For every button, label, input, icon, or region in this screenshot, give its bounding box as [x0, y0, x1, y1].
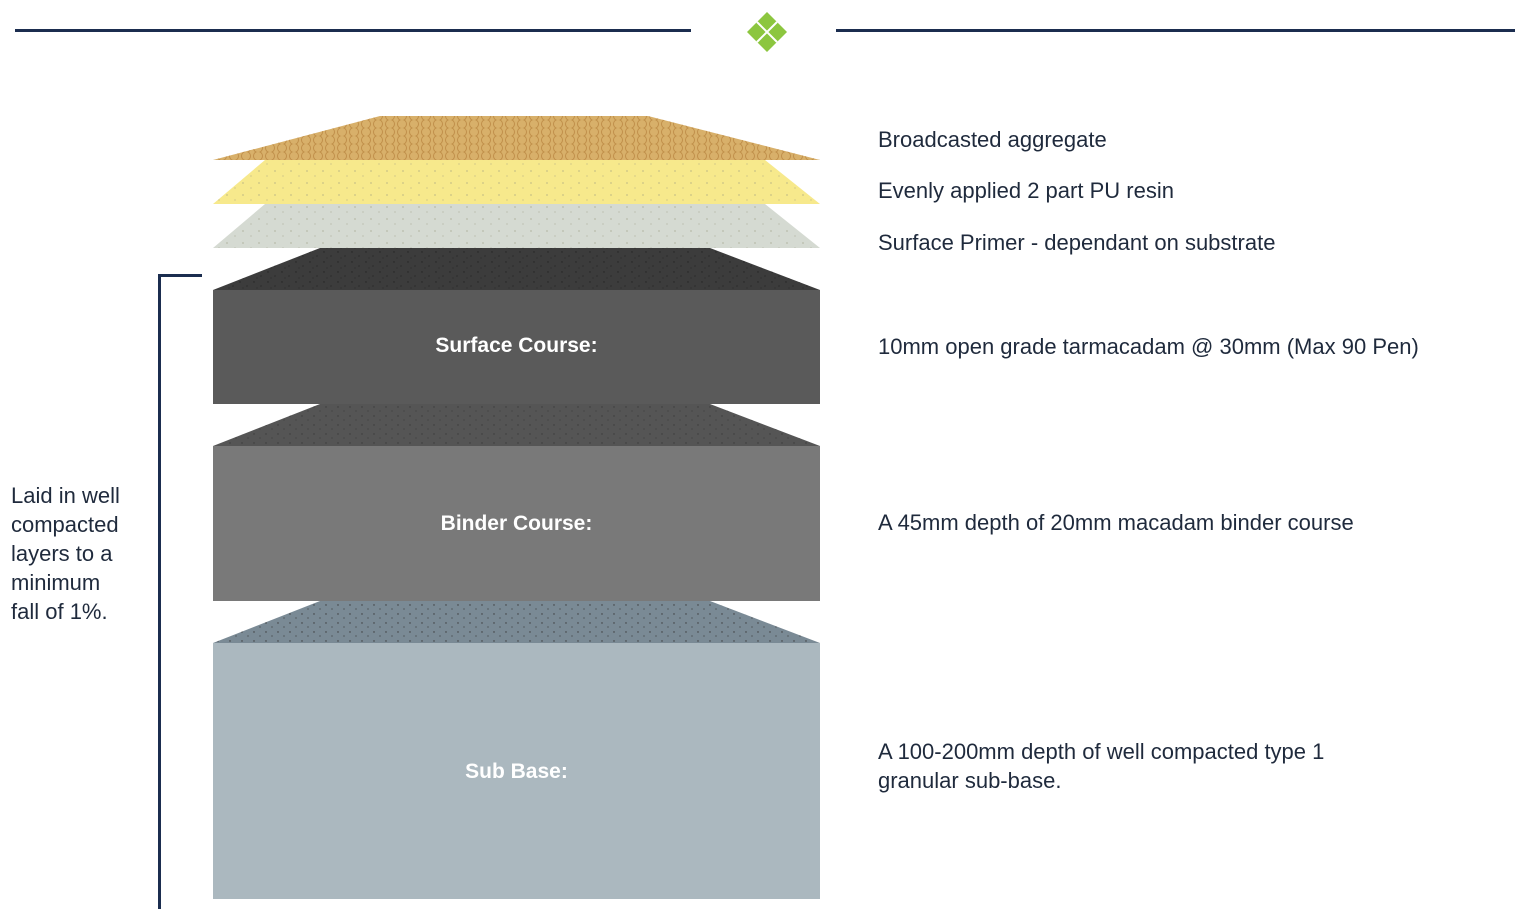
resin-description: Evenly applied 2 part PU resin — [878, 178, 1174, 203]
side-note-line: fall of 1%. — [11, 599, 108, 624]
surface-course-description: 10mm open grade tarmacadam @ 30mm (Max 9… — [878, 334, 1419, 359]
binder-course-description: A 45mm depth of 20mm macadam binder cour… — [878, 510, 1354, 535]
surface-course-label: Surface Course: — [435, 334, 598, 357]
sub-base-block — [213, 643, 820, 899]
sub-base-top-texture — [213, 601, 820, 643]
sub-base-description-line2: granular sub-base. — [878, 768, 1062, 793]
sub-base-label: Sub Base: — [465, 760, 568, 783]
side-note: Laid in well compacted layers to a minim… — [11, 481, 151, 626]
binder-course-block — [213, 446, 820, 601]
aggregate-texture — [213, 116, 820, 160]
sub-base-description-line1: A 100-200mm depth of well compacted type… — [878, 739, 1325, 764]
primer-texture — [213, 204, 820, 248]
side-note-line: minimum — [11, 570, 101, 595]
side-note-line: compacted — [11, 512, 119, 537]
surface-course-block — [213, 290, 820, 404]
binder-course-label: Binder Course: — [440, 512, 593, 535]
primer-description: Surface Primer - dependant on substrate — [878, 230, 1276, 255]
side-note-line: layers to a — [11, 541, 113, 566]
surface-course-top-texture — [213, 248, 820, 290]
header-divider-right — [836, 29, 1515, 32]
diamond-icon — [747, 12, 787, 52]
binder-course-top-texture — [213, 404, 820, 446]
side-note-line: Laid in well — [11, 483, 120, 508]
resin-texture — [213, 160, 820, 204]
bracket-top — [158, 274, 202, 277]
header-divider-left — [15, 29, 691, 32]
aggregate-description: Broadcasted aggregate — [878, 127, 1107, 152]
bracket-line — [158, 274, 161, 909]
